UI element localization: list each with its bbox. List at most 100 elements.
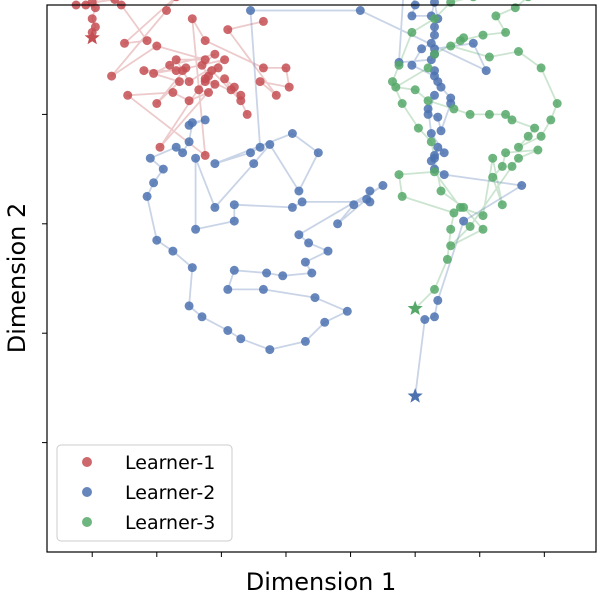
learner-1-point [90, 22, 100, 32]
learner-1-point [210, 49, 220, 59]
learner-2-point [430, 312, 439, 322]
learner-3-point [478, 211, 488, 221]
learner-2-point [430, 30, 439, 40]
learner-1-point [200, 74, 210, 84]
learner-3-point [478, 224, 488, 234]
learner-2-point [258, 284, 268, 294]
learner-3-legend-marker [82, 517, 92, 527]
learner-2-point [430, 22, 439, 32]
learner-2-point [313, 148, 323, 158]
learner-3-point [413, 123, 423, 133]
learner-1-point [220, 74, 230, 84]
learner-3-point [501, 109, 511, 119]
learner-1-legend-label: Learner-1 [125, 452, 215, 474]
learner-3-point [446, 41, 456, 51]
data-points [71, 0, 562, 403]
learner-1-point [187, 14, 197, 24]
learner-2-point [304, 238, 314, 248]
learner-3-point [523, 131, 533, 141]
learner-2-point [287, 129, 297, 138]
learner-1-point [210, 79, 220, 89]
learner-3-point [410, 85, 420, 95]
learner-2-point [191, 153, 201, 163]
learner-2-point [262, 268, 272, 278]
learner-3-point [442, 254, 452, 264]
learner-2-point [255, 142, 265, 152]
learner-2-point [307, 268, 317, 278]
legend-box [56, 444, 233, 542]
learner-2-point [407, 60, 417, 70]
learner-3-point [514, 142, 523, 152]
learner-3-point [423, 63, 433, 73]
learner-2-point [333, 219, 343, 229]
learner-3-point [446, 241, 456, 251]
learner-3-point [525, 0, 532, 2]
learner-2-point [236, 334, 246, 344]
learner-3-point [478, 30, 488, 40]
learner-2-point [323, 246, 333, 256]
learner-1-point [184, 77, 194, 87]
learner-3-point [397, 99, 407, 108]
learner-2-point [191, 224, 201, 234]
learner-3-point [394, 60, 404, 70]
learner-3-point [459, 202, 469, 212]
learner-3-point [484, 109, 494, 119]
learner-3-point [446, 224, 456, 234]
learner-1-point [204, 88, 213, 97]
learner-1-point [194, 85, 204, 95]
learner-2-point [171, 142, 181, 152]
learner-2-point [210, 159, 220, 169]
learner-2-legend-label: Learner-2 [125, 482, 215, 504]
learner-1-point [184, 96, 194, 106]
learner-2-point [355, 6, 365, 15]
x-axis-label: Dimension 1 [246, 568, 396, 596]
learner-2-point [184, 137, 194, 147]
learner-2-point [294, 186, 304, 196]
learner-3-start-star-marker [407, 300, 423, 316]
learner-3-point [484, 52, 494, 62]
learner-2-point [433, 142, 443, 152]
learner-1-point [152, 41, 162, 51]
learner-2-point [433, 295, 443, 305]
learner-2-point [417, 44, 427, 54]
learner-3-point [497, 161, 507, 171]
learner-1-point [271, 90, 281, 100]
learner-2-point [407, 11, 417, 21]
learner-3-point [501, 27, 511, 37]
learner-1-point [281, 63, 291, 73]
learner-3-point [546, 115, 556, 125]
learner-2-point [149, 178, 159, 188]
learner-1-point [168, 88, 178, 97]
learner-1-point [258, 16, 268, 26]
learner-2-point [229, 200, 239, 210]
learner-3-point [465, 222, 475, 231]
learner-2-point [420, 315, 430, 324]
learner-1-point [87, 14, 97, 24]
plot-frame [46, 4, 597, 553]
learner-2-point [378, 181, 388, 190]
learner-3-point [465, 109, 475, 119]
learner-3-point [459, 33, 469, 43]
learner-2-point [158, 164, 168, 174]
learner-3-point [507, 161, 517, 171]
learner-3-point [488, 153, 498, 163]
learner-3-point [449, 104, 459, 114]
learner-3-point [497, 200, 507, 210]
learner-1-trajectory [75, 0, 291, 157]
learner-2-point [300, 257, 310, 267]
learner-2-point [362, 194, 372, 204]
learner-3-point [488, 172, 498, 182]
learner-1-point [123, 90, 133, 100]
learner-2-point [278, 271, 288, 281]
learner-3-points [388, 0, 562, 294]
learner-3-point [391, 82, 401, 92]
learner-1-point [174, 77, 184, 87]
learner-2-start-star-marker [407, 388, 423, 403]
learner-3-point [449, 208, 459, 218]
learner-2-point [365, 186, 375, 196]
learner-1-point [107, 71, 117, 81]
learner-3-point [394, 170, 404, 180]
learner-2-point [249, 159, 259, 169]
learner-2-point [168, 246, 178, 256]
